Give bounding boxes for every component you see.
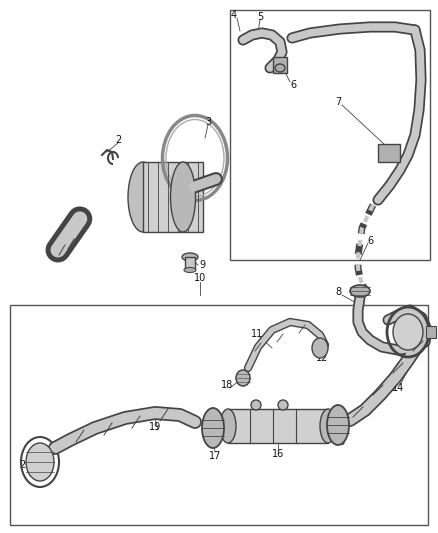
Ellipse shape: [184, 268, 196, 272]
Ellipse shape: [202, 408, 224, 448]
Bar: [230, 10, 430, 260]
Text: 9: 9: [199, 260, 205, 270]
Ellipse shape: [182, 253, 198, 261]
Text: 18: 18: [221, 380, 233, 390]
Ellipse shape: [278, 400, 288, 410]
Bar: [185, 257, 195, 269]
Text: 6: 6: [290, 80, 296, 90]
Ellipse shape: [320, 409, 336, 443]
Ellipse shape: [327, 405, 349, 445]
Bar: [273, 57, 287, 73]
Text: 12: 12: [316, 353, 328, 363]
Text: 16: 16: [272, 449, 284, 459]
Text: 2: 2: [115, 135, 121, 145]
Text: 4: 4: [231, 10, 237, 20]
Text: 11: 11: [251, 329, 263, 339]
Text: 5: 5: [257, 12, 263, 22]
Bar: [143, 162, 203, 232]
Text: 1: 1: [77, 215, 83, 225]
Ellipse shape: [393, 314, 423, 350]
Text: 15: 15: [334, 437, 346, 447]
Bar: [426, 326, 436, 338]
Ellipse shape: [236, 370, 250, 386]
Text: 10: 10: [194, 273, 206, 283]
Text: 7: 7: [335, 97, 341, 107]
Text: 19: 19: [149, 422, 161, 432]
Bar: [228, 409, 328, 443]
Bar: [10, 305, 428, 525]
Ellipse shape: [251, 400, 261, 410]
Text: 13: 13: [409, 310, 421, 320]
Text: 17: 17: [209, 451, 221, 461]
Ellipse shape: [128, 162, 158, 232]
Text: 8: 8: [335, 287, 341, 297]
Bar: [378, 144, 400, 162]
Ellipse shape: [220, 409, 236, 443]
Ellipse shape: [350, 285, 370, 297]
Ellipse shape: [312, 338, 328, 358]
Text: 6: 6: [367, 236, 373, 246]
Text: 20: 20: [19, 460, 31, 470]
Ellipse shape: [275, 64, 285, 72]
Ellipse shape: [170, 162, 195, 232]
Text: 14: 14: [392, 383, 404, 393]
Text: 3: 3: [205, 117, 211, 127]
Ellipse shape: [26, 443, 54, 481]
